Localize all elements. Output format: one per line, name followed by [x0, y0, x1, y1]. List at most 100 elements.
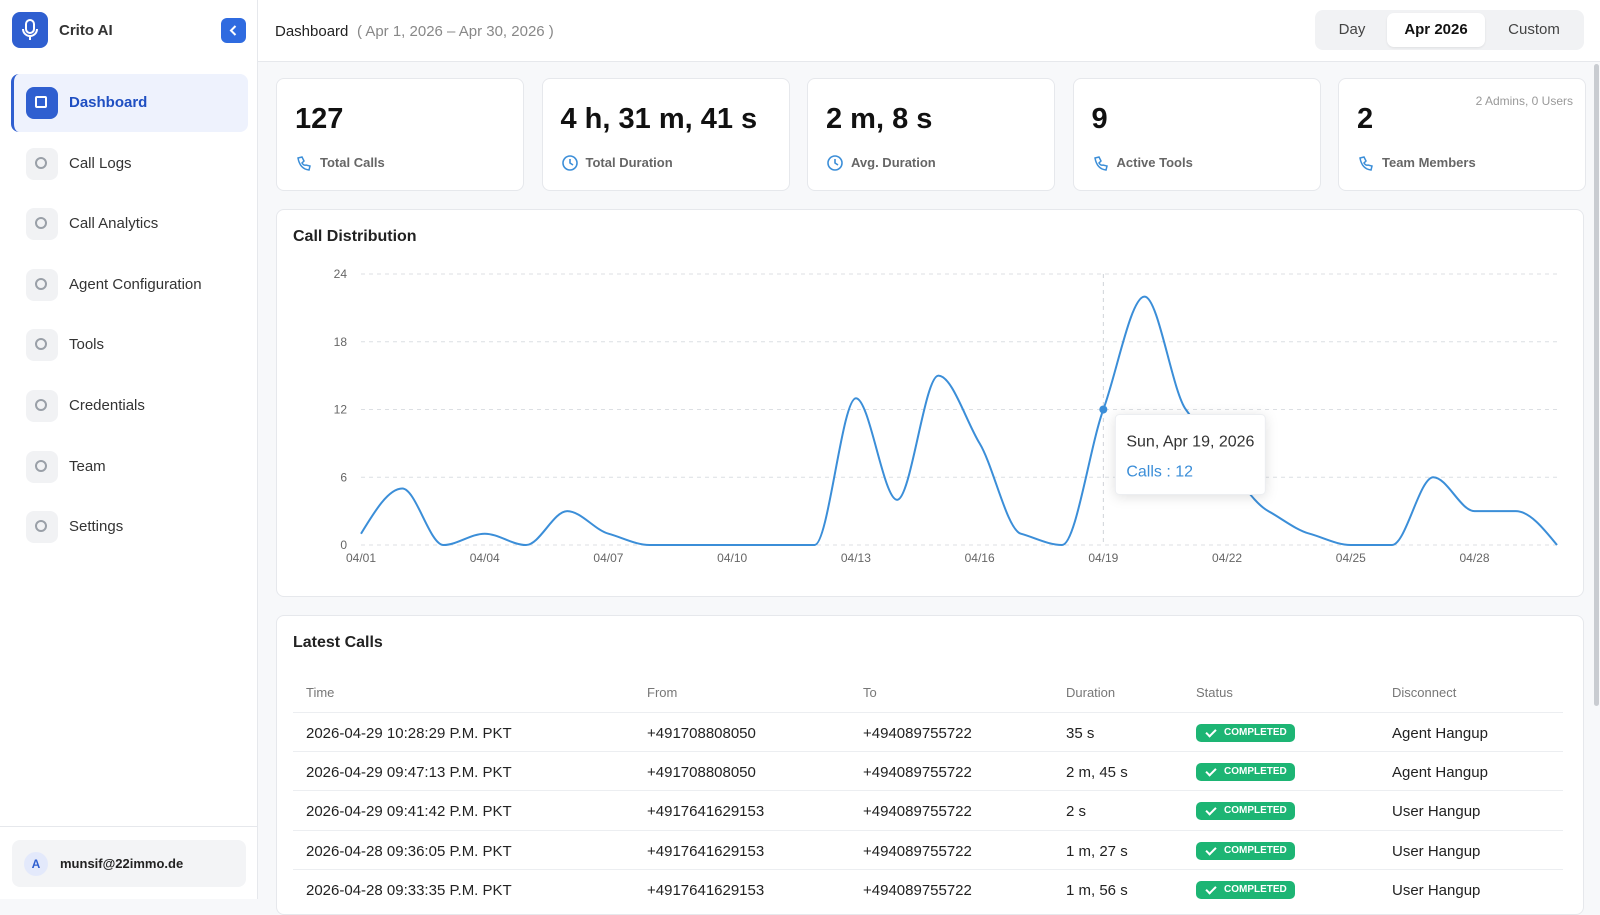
- row-divider: [293, 829, 1563, 831]
- icon: [561, 155, 578, 171]
- nav-icon-glyph: [35, 217, 47, 230]
- nav-icon-glyph: [35, 156, 47, 169]
- status-badge: COMPLETED: [1196, 802, 1295, 821]
- stat-label: Team Members: [1382, 155, 1476, 170]
- stat-label: Active Tools: [1116, 155, 1193, 170]
- table-cell: 2026-04-28 09:36:05 P.M. PKT: [306, 842, 512, 860]
- y-tick-label: 24: [334, 267, 348, 281]
- nav-icon-glyph: [35, 520, 47, 533]
- table-cell: User Hangup: [1392, 803, 1481, 821]
- nav-icon: [26, 87, 58, 119]
- table-card: Latest Calls Time From To Duration Status Disc…: [276, 615, 1584, 915]
- row-divider: [293, 790, 1563, 792]
- table-cell: +494089755722: [863, 764, 972, 782]
- nav-icon-glyph: [35, 459, 47, 472]
- sidebar: [0, 0, 258, 899]
- table-cell: +491708808050: [647, 764, 756, 782]
- stat-value: 127: [295, 103, 344, 135]
- column-header: Duration: [1066, 685, 1116, 700]
- status-text: COMPLETED: [1224, 766, 1287, 778]
- stat-note: 2 Admins, 0 Users: [1475, 94, 1573, 108]
- nav-label[interactable]: Dashboard: [69, 94, 148, 111]
- nav-icon-glyph: [35, 96, 47, 108]
- badge-check: [1205, 765, 1217, 777]
- tooltip-title: Sun, Apr 19, 2026: [1126, 434, 1254, 451]
- table-cell: 1 m, 27 s: [1066, 842, 1128, 860]
- icon-hand: [568, 159, 573, 166]
- tooltip-label: Calls : 12: [1126, 464, 1193, 481]
- column-header: Status: [1196, 685, 1233, 700]
- y-tick-label: 18: [334, 335, 348, 349]
- page-title: Dashboard: [275, 23, 349, 40]
- nav-icon-glyph: [35, 399, 47, 411]
- icon: [1359, 156, 1373, 171]
- user-email: munsif@22immo.de: [60, 856, 184, 871]
- table-cell: +494089755722: [863, 881, 972, 899]
- status-text: COMPLETED: [1224, 844, 1287, 856]
- chart-title: Call Distribution: [293, 228, 417, 245]
- x-tick-label: 04/01: [346, 551, 376, 565]
- table-cell: User Hangup: [1392, 842, 1481, 860]
- table-cell: 2026-04-29 09:47:13 P.M. PKT: [306, 764, 512, 782]
- status-badge: COMPLETED: [1196, 880, 1295, 899]
- chart: 0 6 12 18 24 04/01 04/04 04/07 04/10 04/13 04/16 04…: [334, 267, 1558, 565]
- period-option[interactable]: Day: [1338, 21, 1366, 38]
- nav-label[interactable]: Call Analytics: [69, 215, 159, 233]
- nav-label[interactable]: Agent Configuration: [69, 275, 202, 293]
- table-cell: Agent Hangup: [1392, 764, 1488, 782]
- user-avatar: A: [24, 852, 48, 876]
- stat-card: 9 Active Tools: [1072, 78, 1321, 191]
- table-cell: 2026-04-28 09:33:35 P.M. PKT: [306, 881, 512, 899]
- x-tick-label: 04/19: [1088, 551, 1118, 565]
- nav-label[interactable]: Call Logs: [69, 154, 132, 172]
- stat-value: 2: [1357, 103, 1374, 135]
- column-header: Disconnect: [1392, 685, 1457, 700]
- nav-label[interactable]: Team: [69, 457, 106, 475]
- x-tick-label: 04/13: [841, 551, 871, 565]
- date-range: ( Apr 1, 2026 – Apr 30, 2026 ): [357, 23, 554, 40]
- x-tick-label: 04/28: [1460, 551, 1490, 565]
- nav-icon-glyph: [35, 277, 47, 290]
- nav-label[interactable]: Credentials: [69, 397, 145, 414]
- tooltip-box: [1114, 414, 1266, 495]
- nav-label[interactable]: Settings: [69, 518, 124, 536]
- status-badge: COMPLETED: [1196, 841, 1295, 860]
- table-title: Latest Calls: [293, 634, 383, 651]
- row-divider: [293, 868, 1563, 870]
- nav-label[interactable]: Tools: [69, 336, 105, 354]
- status-text: COMPLETED: [1224, 805, 1287, 817]
- stat-card: 2 Team Members 2 Admins, 0 Users: [1338, 78, 1586, 191]
- column-header: From: [647, 685, 678, 700]
- badge-check: [1205, 843, 1217, 856]
- period-option[interactable]: Custom: [1508, 21, 1560, 38]
- stat-card: 2 m, 8 s Avg. Duration: [807, 78, 1055, 191]
- icon-shape: [297, 156, 311, 171]
- collapse-button[interactable]: [221, 18, 246, 43]
- y-tick-label: 12: [334, 403, 348, 417]
- table-cell: 2 s: [1066, 803, 1087, 821]
- brand-logo: [12, 12, 48, 48]
- x-tick-label: 04/16: [965, 551, 995, 565]
- column-header: To: [863, 685, 877, 700]
- stat-card: 4 h, 31 m, 41 s Total Duration: [541, 78, 790, 191]
- table-cell: +4917641629153: [647, 842, 765, 860]
- table-cell: User Hangup: [1392, 881, 1481, 899]
- y-tick-label: 0: [340, 538, 347, 552]
- icon: [1093, 156, 1108, 171]
- x-tick-label: 04/04: [470, 551, 500, 565]
- x-tick-label: 04/07: [593, 551, 623, 565]
- y-tick-label: 6: [340, 470, 347, 484]
- period-option[interactable]: Apr 2026: [1387, 13, 1485, 47]
- icon-hand: [834, 159, 839, 166]
- stat-value: 9: [1091, 103, 1108, 135]
- stat-label: Avg. Duration: [851, 155, 936, 170]
- table-cell: +494089755722: [863, 842, 972, 860]
- badge-check: [1205, 804, 1217, 817]
- hover-point: [1099, 405, 1108, 414]
- user-chip[interactable]: [12, 840, 246, 887]
- stat-label: Total Duration: [585, 155, 673, 170]
- icon-shape: [561, 155, 578, 171]
- table-cell: 2 m, 45 s: [1066, 764, 1128, 782]
- stat-label: Total Calls: [320, 155, 385, 170]
